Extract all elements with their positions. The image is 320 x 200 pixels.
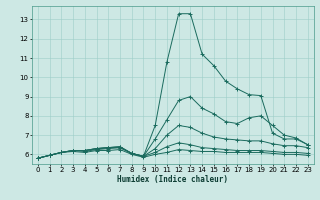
- X-axis label: Humidex (Indice chaleur): Humidex (Indice chaleur): [117, 175, 228, 184]
